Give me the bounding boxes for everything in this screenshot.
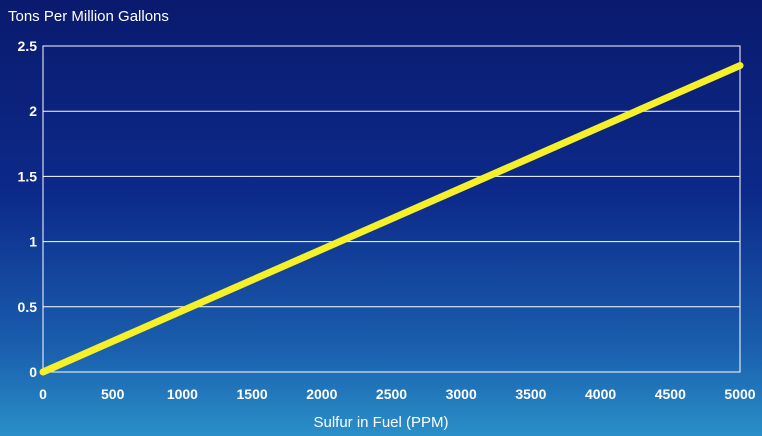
axes: [42, 45, 741, 373]
series: [39, 62, 744, 376]
x-tick-label: 1500: [237, 386, 268, 402]
x-tick-label: 0: [39, 386, 47, 402]
gridlines: [43, 45, 740, 308]
x-tick-label: 3500: [515, 386, 546, 402]
y-tick-label: 1: [29, 234, 37, 250]
y-tick-label: 0: [29, 364, 37, 380]
x-tick-label: 2500: [376, 386, 407, 402]
x-tick-label: 2000: [306, 386, 337, 402]
y-tick-label: 2.5: [18, 38, 38, 54]
x-tick-labels: 0 500 1000 1500 2000 2500 3000 3500 4000 4500 5000: [39, 386, 756, 402]
x-tick-label: 5000: [724, 386, 755, 402]
x-tick-label: 500: [101, 386, 125, 402]
x-tick-label: 4500: [655, 386, 686, 402]
y-tick-label: 1.5: [18, 168, 38, 184]
x-axis-title: Sulfur in Fuel (PPM): [313, 414, 449, 431]
x-tick-label: 4000: [585, 386, 616, 402]
x-tick-label: 1000: [167, 386, 198, 402]
x-tick-label: 3000: [446, 386, 477, 402]
plot-border: [42, 45, 741, 373]
y-tick-label: 2: [29, 103, 37, 119]
y-axis-title: Tons Per Million Gallons: [8, 8, 169, 25]
y-tick-label: 0.5: [18, 299, 38, 315]
y-tick-labels: 0 0.5 1 1.5 2 2.5: [18, 38, 38, 380]
